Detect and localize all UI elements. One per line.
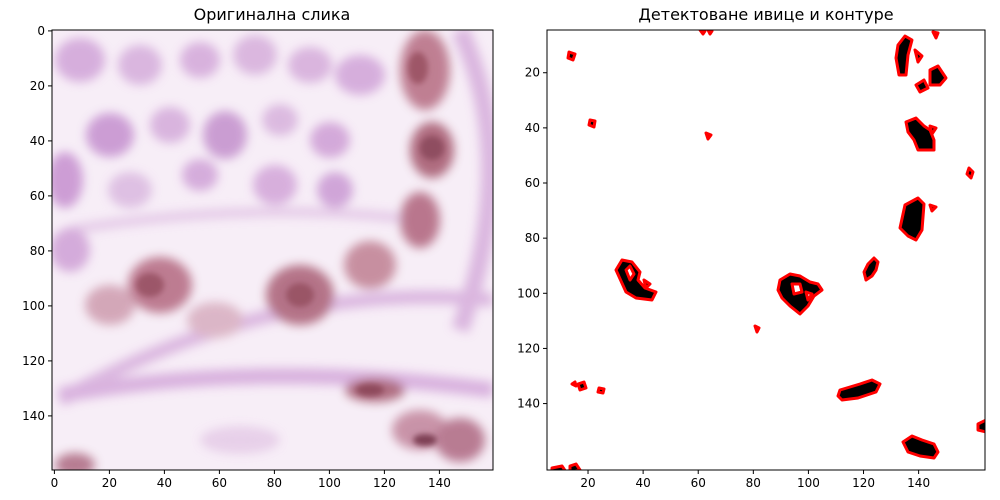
- left-x-tick-label: 60: [212, 476, 227, 490]
- edge-detection-image: [547, 30, 985, 470]
- right-panel-title: Детектоване ивице и контуре: [638, 5, 893, 24]
- left-y-tick-label: 140: [22, 409, 45, 423]
- right-x-tick-label: 40: [635, 476, 650, 490]
- left-x-tick-label: 0: [51, 476, 59, 490]
- right-x-tick-label: 100: [797, 476, 820, 490]
- right-x-tick-label: 80: [746, 476, 761, 490]
- left-y-tick-label: 60: [30, 189, 45, 203]
- right-y-tick-label: 60: [525, 176, 540, 190]
- left-y-tick-label: 80: [30, 244, 45, 258]
- right-y-axis: 20 40 60 80 100 120 140: [517, 66, 547, 411]
- left-x-tick-label: 140: [428, 476, 451, 490]
- left-panel-title: Оригинална слика: [194, 5, 351, 24]
- left-y-tick-label: 40: [30, 134, 45, 148]
- left-y-axis: 0 20 40 60 80 100 120 140: [22, 24, 52, 423]
- right-y-tick-label: 80: [525, 231, 540, 245]
- right-x-tick-label: 140: [907, 476, 930, 490]
- histology-image: [52, 30, 493, 470]
- right-x-tick-label: 120: [852, 476, 875, 490]
- right-y-tick-label: 100: [517, 286, 540, 300]
- left-axes-frame: [51, 29, 494, 471]
- right-axes-frame: [546, 29, 986, 471]
- right-y-tick-label: 40: [525, 121, 540, 135]
- left-y-tick-label: 20: [30, 79, 45, 93]
- right-y-tick-label: 20: [525, 66, 540, 80]
- right-y-tick-label: 120: [517, 341, 540, 355]
- left-y-tick-label: 100: [22, 299, 45, 313]
- left-y-tick-label: 0: [37, 24, 45, 38]
- left-x-tick-label: 20: [102, 476, 117, 490]
- left-x-tick-label: 120: [373, 476, 396, 490]
- left-x-tick-label: 80: [267, 476, 282, 490]
- right-x-axis: 20 40 60 80 100 120 140: [580, 470, 930, 490]
- right-x-tick-label: 20: [580, 476, 595, 490]
- right-y-tick-label: 140: [517, 397, 540, 411]
- left-x-axis: 0 20 40 60 80 100 120 140: [51, 470, 451, 490]
- left-y-tick-label: 120: [22, 354, 45, 368]
- right-x-tick-label: 60: [691, 476, 706, 490]
- left-x-tick-label: 40: [157, 476, 172, 490]
- left-x-tick-label: 100: [318, 476, 341, 490]
